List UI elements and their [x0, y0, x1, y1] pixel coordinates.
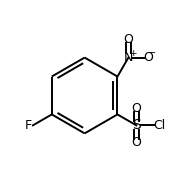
Text: +: + [129, 49, 136, 58]
Text: O: O [143, 51, 153, 64]
Text: F: F [25, 119, 32, 132]
Text: S: S [132, 118, 141, 132]
Text: O: O [123, 33, 133, 46]
Text: −: − [148, 49, 156, 58]
Text: O: O [131, 136, 141, 148]
Text: O: O [131, 102, 141, 115]
Text: N: N [124, 51, 133, 64]
Text: Cl: Cl [153, 119, 165, 132]
